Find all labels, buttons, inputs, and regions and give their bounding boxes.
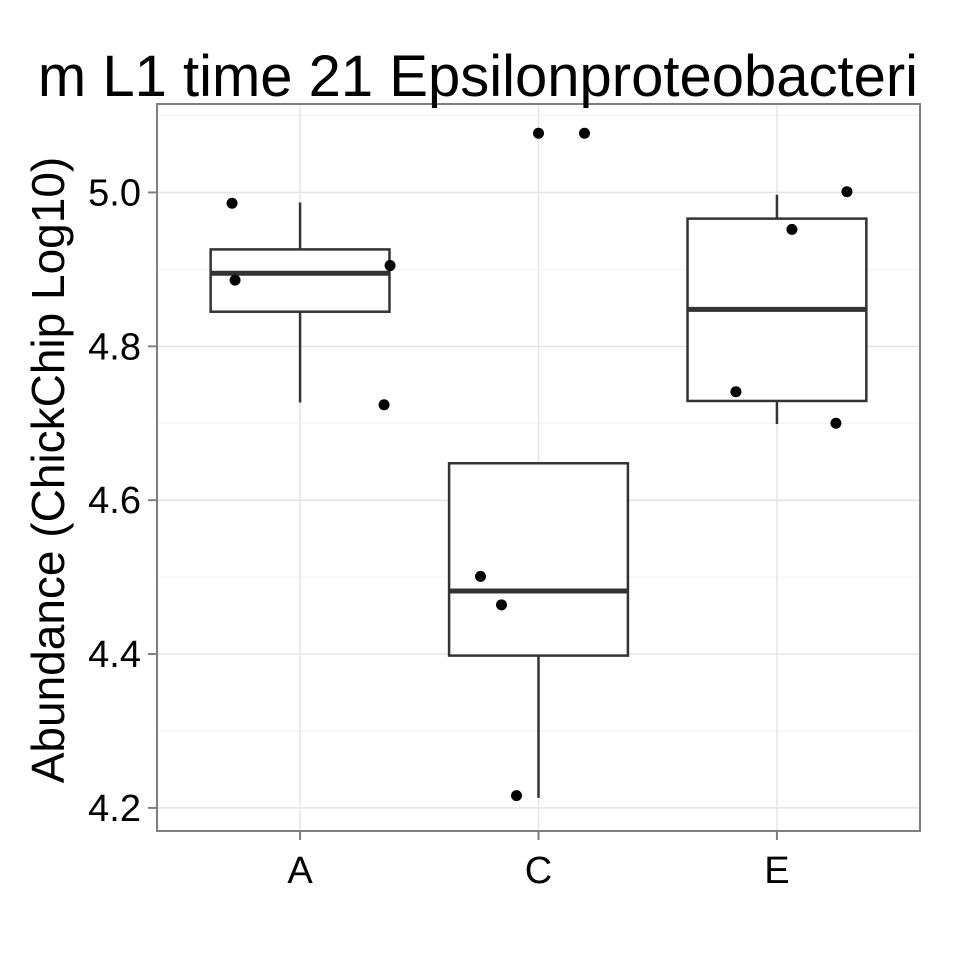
box-E: [686, 194, 868, 425]
y-tick-label: 4.6: [88, 480, 141, 522]
data-point: [475, 570, 486, 582]
data-point: [533, 127, 544, 139]
y-axis-label: Abundance (ChickChip Log10): [22, 157, 74, 784]
data-point: [786, 223, 798, 235]
y-tick-label: 4.2: [88, 788, 141, 830]
data-point: [830, 417, 842, 429]
data-point: [378, 399, 390, 411]
box-iqr: [447, 462, 630, 657]
y-tick-label: 4.4: [88, 634, 141, 676]
box-series: [209, 194, 868, 798]
data-point: [730, 386, 742, 398]
data-point: [229, 274, 241, 286]
y-tick-label: 4.8: [88, 326, 141, 368]
data-point: [511, 790, 522, 802]
y-axis: 4.2 4.4 4.6 4.8 5.0: [88, 172, 157, 830]
chart-title: m L1 time 21 Epsilonproteobacteri: [38, 44, 918, 109]
x-tick-label: E: [764, 850, 789, 892]
data-point: [841, 186, 853, 198]
data-point: [226, 197, 238, 209]
x-tick-label: C: [525, 850, 552, 892]
point-series: [226, 127, 853, 802]
data-point: [496, 599, 507, 611]
y-tick-label: 5.0: [88, 172, 141, 214]
box-iqr: [209, 248, 391, 313]
data-point: [384, 260, 396, 272]
box-C: [447, 462, 630, 798]
data-point: [579, 127, 590, 139]
x-tick-label: A: [287, 850, 313, 892]
box-A: [209, 202, 391, 403]
